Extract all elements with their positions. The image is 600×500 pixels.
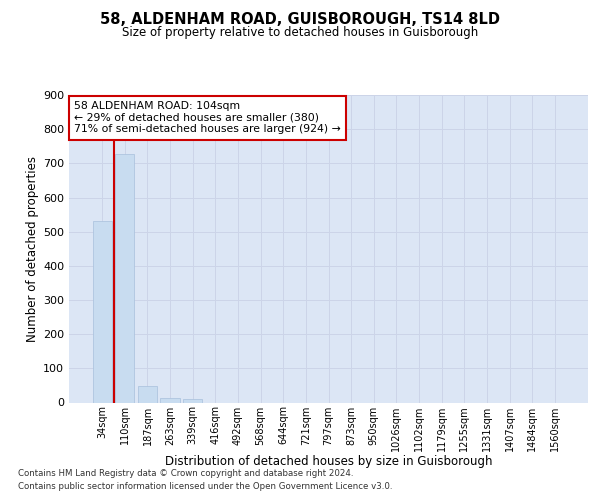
Text: 58, ALDENHAM ROAD, GUISBOROUGH, TS14 8LD: 58, ALDENHAM ROAD, GUISBOROUGH, TS14 8LD: [100, 12, 500, 28]
Text: 58 ALDENHAM ROAD: 104sqm
← 29% of detached houses are smaller (380)
71% of semi-: 58 ALDENHAM ROAD: 104sqm ← 29% of detach…: [74, 101, 341, 134]
Bar: [183, 399, 202, 402]
Bar: [92, 222, 112, 402]
Bar: [138, 386, 157, 402]
Text: Contains HM Land Registry data © Crown copyright and database right 2024.: Contains HM Land Registry data © Crown c…: [18, 468, 353, 477]
X-axis label: Distribution of detached houses by size in Guisborough: Distribution of detached houses by size …: [165, 455, 492, 468]
Bar: [115, 154, 134, 402]
Text: Contains public sector information licensed under the Open Government Licence v3: Contains public sector information licen…: [18, 482, 392, 491]
Text: Size of property relative to detached houses in Guisborough: Size of property relative to detached ho…: [122, 26, 478, 39]
Bar: [160, 398, 180, 402]
Y-axis label: Number of detached properties: Number of detached properties: [26, 156, 39, 342]
